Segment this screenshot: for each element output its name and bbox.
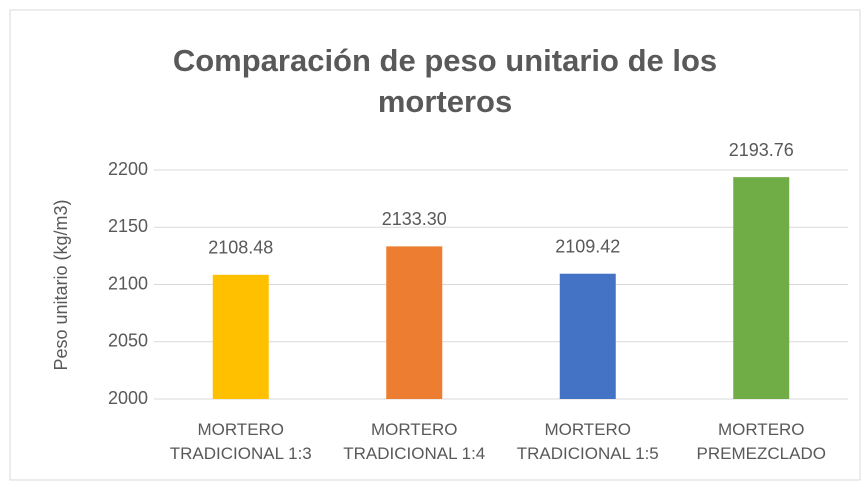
x-tick-label: MORTERO PREMEZCLADO: [696, 420, 826, 463]
y-tick-label: 2200: [108, 159, 148, 179]
data-label: 2133.30: [382, 209, 447, 229]
y-tick-label: 2050: [108, 331, 148, 351]
bar: [386, 246, 443, 399]
y-axis-label: Peso unitario (kg/m3): [51, 199, 71, 370]
data-label: 2108.48: [208, 238, 273, 258]
data-label: 2193.76: [729, 140, 794, 160]
data-label: 2109.42: [555, 236, 620, 256]
x-tick-label: MORTERO TRADICIONAL 1:3: [169, 420, 312, 463]
bar: [212, 274, 269, 399]
x-tick-label: MORTERO TRADICIONAL 1:5: [516, 420, 659, 463]
chart-border: [9, 9, 861, 481]
y-tick-label: 2100: [108, 273, 148, 293]
x-tick-label: MORTERO TRADICIONAL 1:4: [343, 420, 486, 463]
bar: [559, 273, 616, 399]
chart-title: Comparación de peso unitario de los mort…: [172, 43, 718, 119]
bar: [733, 177, 790, 399]
y-tick-label: 2000: [108, 388, 148, 408]
y-tick-label: 2150: [108, 216, 148, 236]
